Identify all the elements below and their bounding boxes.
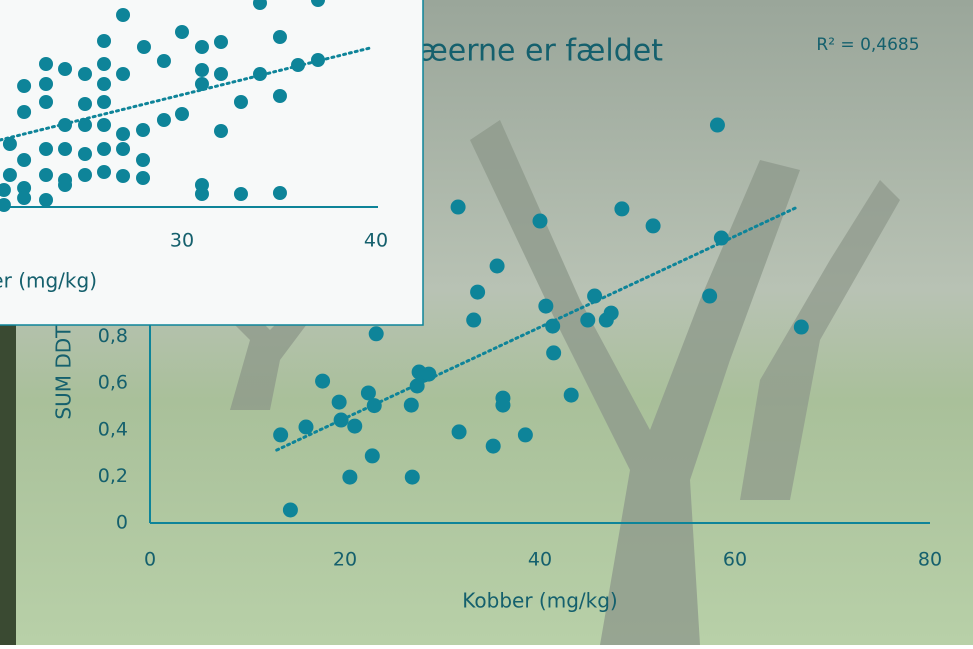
point <box>17 79 31 93</box>
point <box>116 67 130 81</box>
point <box>470 285 485 300</box>
point <box>490 259 505 274</box>
point <box>39 95 53 109</box>
x-axis-label: Kobber (mg/kg) <box>462 589 617 613</box>
point <box>17 191 31 205</box>
point <box>452 424 467 439</box>
x-tick-label: 0 <box>144 549 156 571</box>
point <box>214 124 228 138</box>
point <box>137 40 151 54</box>
point <box>136 123 150 137</box>
point <box>234 95 248 109</box>
point <box>58 178 72 192</box>
x-tick-label: 60 <box>723 549 747 571</box>
point <box>273 427 288 442</box>
point <box>234 187 248 201</box>
point <box>157 113 171 127</box>
x-tick-label: 40 <box>528 549 552 571</box>
point <box>78 97 92 111</box>
point <box>538 299 553 314</box>
x-tick-label: 30 <box>170 230 194 252</box>
x-tick-label: 20 <box>333 549 357 571</box>
r-squared: R² = 0,4685 <box>816 35 919 55</box>
point <box>116 142 130 156</box>
point <box>273 186 287 200</box>
y-tick-label: 0,2 <box>98 465 128 487</box>
point <box>78 168 92 182</box>
point <box>546 345 561 360</box>
x-tick-label: 40 <box>364 230 388 252</box>
point <box>39 57 53 71</box>
point <box>78 67 92 81</box>
point <box>116 127 130 141</box>
point <box>214 67 228 81</box>
chart-title: Træerne er fældet <box>391 34 663 69</box>
point <box>97 77 111 91</box>
point <box>39 193 53 207</box>
point <box>714 231 729 246</box>
x-axis-label: Kobber (mg/kg) <box>0 269 97 293</box>
point <box>17 153 31 167</box>
point <box>342 470 357 485</box>
point <box>3 168 17 182</box>
point <box>39 77 53 91</box>
point <box>365 448 380 463</box>
point <box>175 107 189 121</box>
point <box>39 142 53 156</box>
point <box>97 57 111 71</box>
point <box>405 470 420 485</box>
point <box>195 40 209 54</box>
y-tick-label: 0,6 <box>98 372 128 394</box>
y-tick-label: 0,4 <box>98 418 128 440</box>
point <box>136 153 150 167</box>
point <box>564 388 579 403</box>
point <box>58 142 72 156</box>
point <box>614 201 629 216</box>
point <box>214 35 228 49</box>
point <box>273 89 287 103</box>
y-tick-label: 0 <box>116 512 128 534</box>
point <box>195 187 209 201</box>
point <box>97 118 111 132</box>
point <box>495 398 510 413</box>
point <box>58 62 72 76</box>
point <box>466 313 481 328</box>
point <box>299 420 314 435</box>
point <box>116 8 130 22</box>
point <box>195 63 209 77</box>
point <box>157 54 171 68</box>
point <box>369 326 384 341</box>
point <box>97 165 111 179</box>
x-tick-label: 80 <box>918 549 942 571</box>
point <box>518 427 533 442</box>
point <box>136 171 150 185</box>
point <box>404 398 419 413</box>
point <box>533 214 548 229</box>
point <box>273 30 287 44</box>
point <box>17 105 31 119</box>
point <box>116 169 130 183</box>
point <box>175 25 189 39</box>
point <box>794 320 809 335</box>
point <box>332 395 347 410</box>
y-tick-label: 0,8 <box>98 325 128 347</box>
point <box>604 306 619 321</box>
point <box>315 374 330 389</box>
inset-chart: 203040Kobber (mg/kg) <box>0 0 423 325</box>
point <box>486 439 501 454</box>
point <box>283 502 298 517</box>
point <box>580 313 595 328</box>
point <box>451 200 466 215</box>
point <box>646 218 661 233</box>
point <box>97 142 111 156</box>
point <box>78 147 92 161</box>
point <box>702 289 717 304</box>
point <box>347 419 362 434</box>
point <box>710 118 725 133</box>
point <box>39 168 53 182</box>
point <box>97 34 111 48</box>
point <box>97 95 111 109</box>
